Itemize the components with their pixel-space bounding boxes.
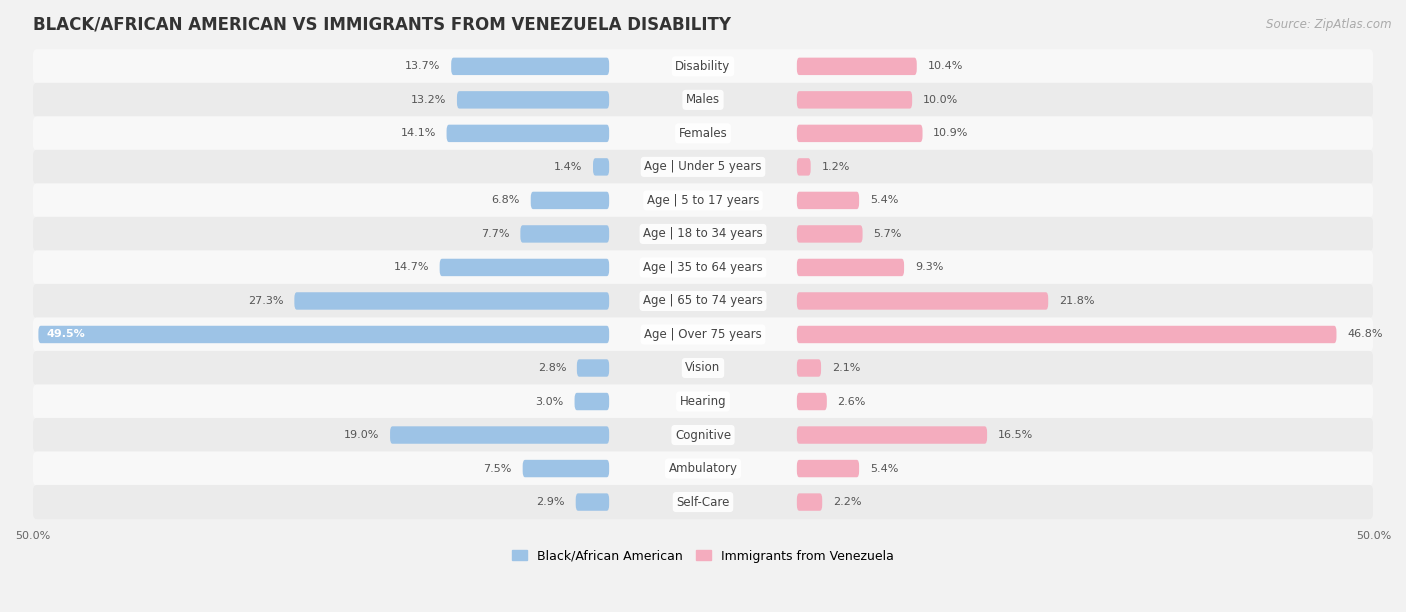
FancyBboxPatch shape [32,184,1374,217]
FancyBboxPatch shape [797,393,827,410]
FancyBboxPatch shape [32,49,1374,83]
Legend: Black/African American, Immigrants from Venezuela: Black/African American, Immigrants from … [508,545,898,567]
Text: 5.4%: 5.4% [870,463,898,474]
Text: Cognitive: Cognitive [675,428,731,441]
FancyBboxPatch shape [389,427,609,444]
FancyBboxPatch shape [530,192,609,209]
Text: 10.4%: 10.4% [928,61,963,72]
FancyBboxPatch shape [447,125,609,142]
Text: 27.3%: 27.3% [247,296,284,306]
Text: 21.8%: 21.8% [1059,296,1094,306]
FancyBboxPatch shape [451,58,609,75]
Text: 7.5%: 7.5% [484,463,512,474]
FancyBboxPatch shape [38,326,609,343]
FancyBboxPatch shape [797,359,821,377]
Text: 14.1%: 14.1% [401,129,436,138]
Text: Age | Under 5 years: Age | Under 5 years [644,160,762,173]
FancyBboxPatch shape [32,418,1374,452]
FancyBboxPatch shape [32,485,1374,519]
Text: 2.6%: 2.6% [838,397,866,406]
Text: 13.7%: 13.7% [405,61,440,72]
FancyBboxPatch shape [797,293,1049,310]
FancyBboxPatch shape [32,318,1374,351]
FancyBboxPatch shape [440,259,609,276]
Text: 3.0%: 3.0% [536,397,564,406]
Text: 1.4%: 1.4% [554,162,582,172]
FancyBboxPatch shape [575,393,609,410]
Text: Age | 18 to 34 years: Age | 18 to 34 years [643,228,763,241]
FancyBboxPatch shape [32,150,1374,184]
FancyBboxPatch shape [797,427,987,444]
Text: 46.8%: 46.8% [1347,329,1382,340]
Text: Hearing: Hearing [679,395,727,408]
Text: BLACK/AFRICAN AMERICAN VS IMMIGRANTS FROM VENEZUELA DISABILITY: BLACK/AFRICAN AMERICAN VS IMMIGRANTS FRO… [32,15,731,33]
Text: 7.7%: 7.7% [481,229,509,239]
Text: Age | 65 to 74 years: Age | 65 to 74 years [643,294,763,307]
Text: Age | Over 75 years: Age | Over 75 years [644,328,762,341]
Text: 10.0%: 10.0% [922,95,957,105]
FancyBboxPatch shape [32,217,1374,251]
Text: 2.1%: 2.1% [832,363,860,373]
Text: 5.4%: 5.4% [870,195,898,206]
Text: 2.8%: 2.8% [537,363,567,373]
FancyBboxPatch shape [294,293,609,310]
Text: Age | 35 to 64 years: Age | 35 to 64 years [643,261,763,274]
FancyBboxPatch shape [32,116,1374,151]
Text: 16.5%: 16.5% [998,430,1033,440]
FancyBboxPatch shape [797,125,922,142]
Text: Age | 5 to 17 years: Age | 5 to 17 years [647,194,759,207]
Text: 5.7%: 5.7% [873,229,901,239]
Text: Females: Females [679,127,727,140]
FancyBboxPatch shape [32,452,1374,486]
FancyBboxPatch shape [32,284,1374,318]
Text: Source: ZipAtlas.com: Source: ZipAtlas.com [1267,18,1392,31]
Text: 14.7%: 14.7% [394,263,429,272]
Text: Males: Males [686,94,720,106]
Text: 10.9%: 10.9% [934,129,969,138]
FancyBboxPatch shape [797,58,917,75]
Text: 1.2%: 1.2% [821,162,849,172]
FancyBboxPatch shape [32,83,1374,117]
FancyBboxPatch shape [457,91,609,108]
FancyBboxPatch shape [576,359,609,377]
FancyBboxPatch shape [797,225,862,242]
Text: 13.2%: 13.2% [411,95,446,105]
FancyBboxPatch shape [32,250,1374,285]
FancyBboxPatch shape [797,326,1337,343]
FancyBboxPatch shape [520,225,609,242]
FancyBboxPatch shape [575,493,609,511]
FancyBboxPatch shape [797,259,904,276]
Text: 9.3%: 9.3% [915,263,943,272]
FancyBboxPatch shape [32,351,1374,385]
FancyBboxPatch shape [32,384,1374,419]
Text: 2.9%: 2.9% [537,497,565,507]
Text: 2.2%: 2.2% [832,497,862,507]
Text: Vision: Vision [685,362,721,375]
FancyBboxPatch shape [797,192,859,209]
Text: Ambulatory: Ambulatory [668,462,738,475]
FancyBboxPatch shape [593,158,609,176]
Text: Self-Care: Self-Care [676,496,730,509]
FancyBboxPatch shape [797,493,823,511]
FancyBboxPatch shape [523,460,609,477]
FancyBboxPatch shape [797,460,859,477]
FancyBboxPatch shape [797,91,912,108]
Text: Disability: Disability [675,60,731,73]
Text: 6.8%: 6.8% [492,195,520,206]
FancyBboxPatch shape [797,158,811,176]
Text: 49.5%: 49.5% [46,329,84,340]
Text: 19.0%: 19.0% [344,430,380,440]
